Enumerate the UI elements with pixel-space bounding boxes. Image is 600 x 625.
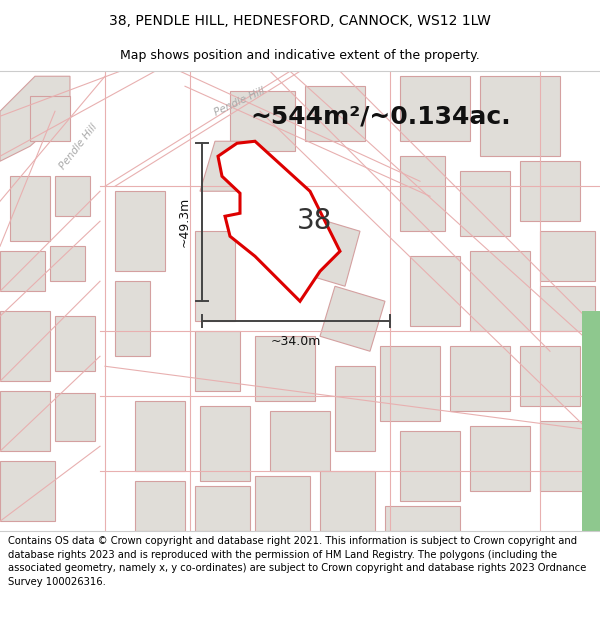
Text: Pendle Hill: Pendle Hill <box>213 85 267 118</box>
Polygon shape <box>582 311 600 531</box>
Polygon shape <box>55 393 95 441</box>
Polygon shape <box>200 406 250 481</box>
Text: ~544m²/~0.134ac.: ~544m²/~0.134ac. <box>250 104 511 128</box>
Polygon shape <box>55 176 90 216</box>
Polygon shape <box>115 281 150 356</box>
Polygon shape <box>135 401 185 471</box>
Polygon shape <box>135 481 185 531</box>
Polygon shape <box>255 476 310 531</box>
Polygon shape <box>520 346 580 406</box>
Polygon shape <box>380 346 440 421</box>
Polygon shape <box>335 366 375 451</box>
Polygon shape <box>255 336 315 401</box>
Text: Map shows position and indicative extent of the property.: Map shows position and indicative extent… <box>120 49 480 62</box>
Polygon shape <box>218 141 340 301</box>
Polygon shape <box>470 426 530 491</box>
Polygon shape <box>0 251 45 291</box>
Polygon shape <box>470 251 530 331</box>
Polygon shape <box>320 286 385 351</box>
Polygon shape <box>0 391 50 451</box>
Text: ~49.3m: ~49.3m <box>178 197 191 248</box>
Polygon shape <box>540 421 595 491</box>
Polygon shape <box>410 256 460 326</box>
Polygon shape <box>295 216 360 286</box>
Polygon shape <box>115 191 165 271</box>
Polygon shape <box>400 431 460 501</box>
Polygon shape <box>540 231 595 281</box>
Polygon shape <box>30 96 70 141</box>
Polygon shape <box>385 506 460 531</box>
Polygon shape <box>520 161 580 221</box>
Text: ~34.0m: ~34.0m <box>271 335 321 348</box>
Polygon shape <box>55 316 95 371</box>
Polygon shape <box>50 246 85 281</box>
Text: Contains OS data © Crown copyright and database right 2021. This information is : Contains OS data © Crown copyright and d… <box>8 536 586 587</box>
Polygon shape <box>480 76 560 156</box>
Polygon shape <box>230 91 295 151</box>
Polygon shape <box>450 346 510 411</box>
Polygon shape <box>305 86 365 141</box>
Polygon shape <box>200 141 255 191</box>
Polygon shape <box>0 311 50 381</box>
Polygon shape <box>0 76 70 161</box>
Text: 38, PENDLE HILL, HEDNESFORD, CANNOCK, WS12 1LW: 38, PENDLE HILL, HEDNESFORD, CANNOCK, WS… <box>109 14 491 28</box>
Polygon shape <box>400 76 470 141</box>
Polygon shape <box>195 231 235 321</box>
Polygon shape <box>460 171 510 236</box>
Polygon shape <box>320 471 375 531</box>
Polygon shape <box>540 286 595 331</box>
Polygon shape <box>0 461 55 521</box>
Polygon shape <box>195 486 250 531</box>
Polygon shape <box>10 176 50 241</box>
Polygon shape <box>400 156 445 231</box>
Polygon shape <box>270 411 330 471</box>
Text: Pendle Hill: Pendle Hill <box>57 122 99 171</box>
Polygon shape <box>195 331 240 391</box>
Text: 38: 38 <box>298 208 332 235</box>
